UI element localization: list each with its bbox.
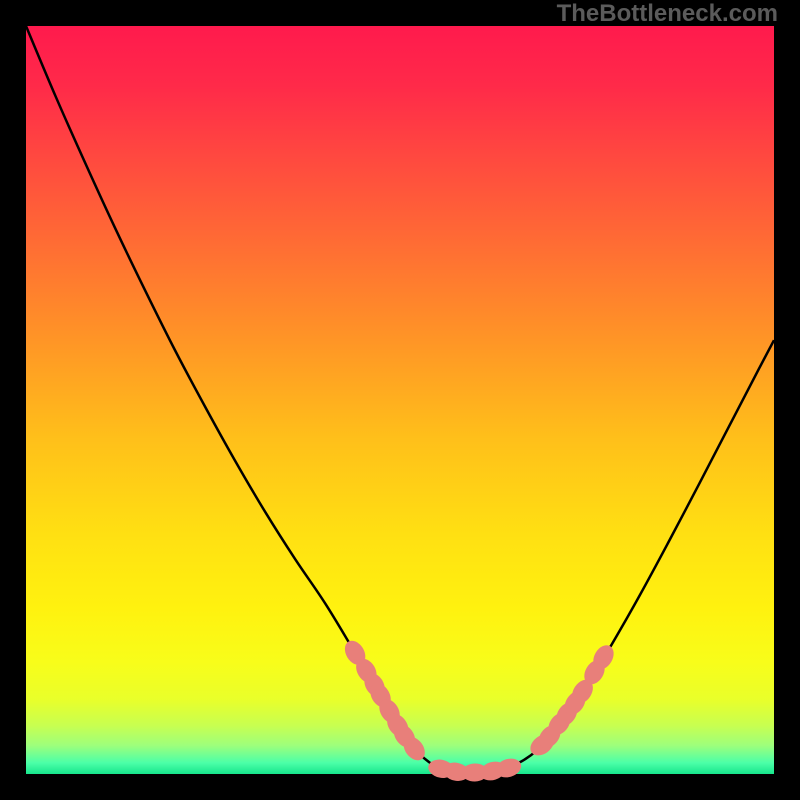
- watermark-text: TheBottleneck.com: [557, 0, 778, 28]
- bottleneck-curve-chart: [0, 0, 800, 800]
- plot-gradient-background: [26, 26, 774, 774]
